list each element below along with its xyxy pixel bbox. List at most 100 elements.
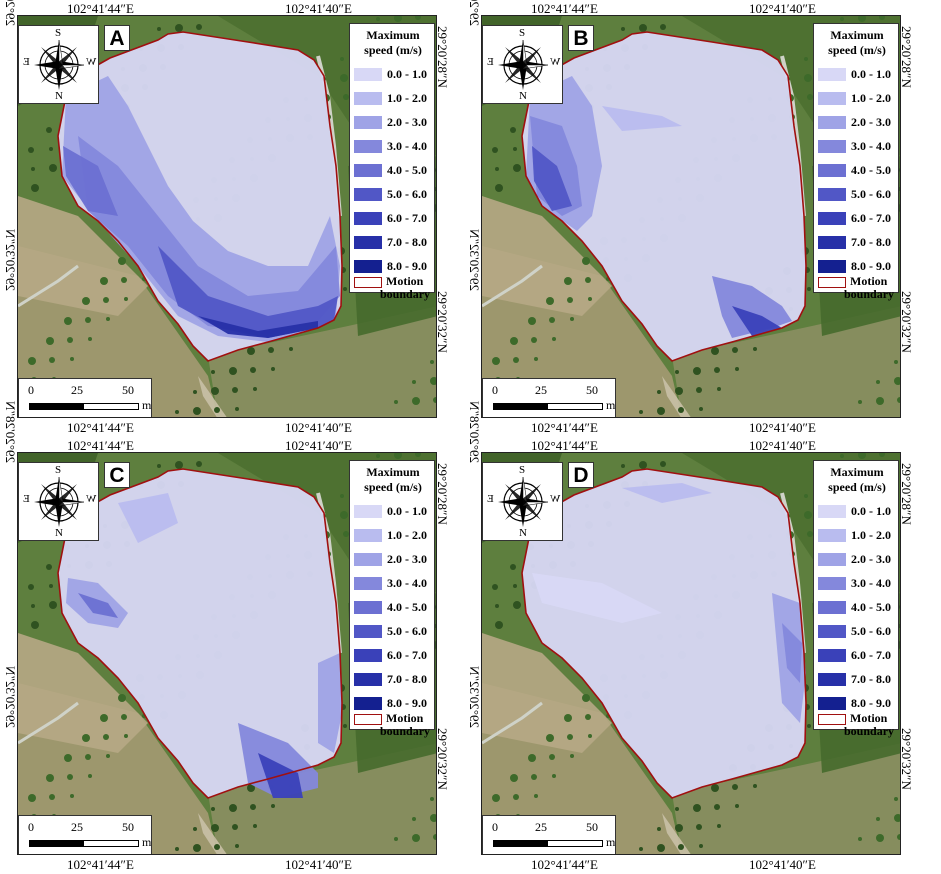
scale-tick-25: 25 (535, 820, 547, 834)
lat-label-left-lower: 29°20′32″N (467, 229, 482, 291)
speed-zone (622, 483, 712, 503)
panel-label: B (568, 25, 594, 51)
speed-zone (532, 573, 662, 623)
boundary-swatch (818, 714, 846, 725)
legend-item: 5.0 - 6.0 (354, 624, 434, 639)
legend-item-label: 0.0 - 1.0 (851, 504, 891, 518)
scale-bar-graphic (29, 403, 139, 410)
lon-label-bottom-right: 102°41′40″E (749, 420, 816, 435)
compass-south-label: S (55, 464, 62, 476)
legend-item: 7.0 - 8.0 (818, 235, 898, 250)
scale-tick-50: 50 (122, 383, 134, 397)
scale-unit: m (142, 835, 152, 849)
legend-item-label: 4.0 - 5.0 (851, 163, 891, 177)
lon-label-top-right: 102°41′40″E (749, 438, 816, 453)
speed-zone (532, 146, 572, 211)
legend-item-label: 3.0 - 4.0 (851, 139, 891, 153)
scale-unit: m (142, 398, 152, 412)
compass-north-label: N (519, 527, 527, 539)
legend: Maximum speed (m/s) 0.0 - 1.0 1.0 - 2.0 … (813, 23, 899, 301)
legend-swatch (354, 553, 382, 566)
legend-swatch (818, 188, 846, 201)
legend-item-label: 6.0 - 7.0 (387, 648, 427, 662)
legend-item-label: 3.0 - 4.0 (387, 139, 427, 153)
boundary-swatch (818, 277, 846, 288)
legend: Maximum speed (m/s) 0.0 - 1.0 1.0 - 2.0 … (349, 460, 435, 738)
map-panel-a: 102°41′44″E 102°41′40″E 102°41′44″E 102°… (3, 0, 455, 437)
legend-item-label: 1.0 - 2.0 (851, 91, 891, 105)
lon-label-bottom-left: 102°41′44″E (531, 857, 598, 872)
legend-item-label: 7.0 - 8.0 (387, 235, 427, 249)
motion-boundary (521, 31, 807, 362)
legend-swatch (354, 625, 382, 638)
boundary-label-line1: Motion (850, 274, 888, 288)
lat-label-right-lower: 29°20′32″N (899, 728, 914, 790)
lon-label-top-left: 102°41′44″E (67, 438, 134, 453)
max-speed-field (57, 31, 343, 362)
legend-swatch (818, 697, 846, 710)
speed-zone (118, 493, 178, 543)
legend-swatch (354, 236, 382, 249)
compass-rose-icon (34, 476, 85, 527)
legend-swatch (818, 260, 846, 273)
panel-label: A (104, 25, 130, 51)
legend-item: 8.0 - 9.0 (818, 259, 898, 274)
legend-item-label: 3.0 - 4.0 (851, 576, 891, 590)
motion-boundary (57, 31, 343, 362)
compass-south-label: S (519, 27, 526, 39)
map-frame: S N E W D Maximum speed (m/s) (481, 452, 901, 855)
lon-label-bottom-left: 102°41′44″E (67, 420, 134, 435)
legend-item: 1.0 - 2.0 (818, 528, 898, 543)
scale-bar: 0 25 50 m (18, 815, 152, 854)
legend-item: 6.0 - 7.0 (818, 648, 898, 663)
legend: Maximum speed (m/s) 0.0 - 1.0 1.0 - 2.0 … (349, 23, 435, 301)
legend-item-label: 8.0 - 9.0 (851, 259, 891, 273)
legend-swatch (818, 577, 846, 590)
speed-zone (63, 146, 118, 216)
legend-item: 3.0 - 4.0 (818, 576, 898, 591)
boundary-label-line2: boundary (380, 724, 431, 738)
legend-item: 8.0 - 9.0 (818, 696, 898, 711)
lon-label-top-right: 102°41′40″E (749, 1, 816, 16)
legend-item: 7.0 - 8.0 (818, 672, 898, 687)
lat-label-right-upper: 29°20′28″N (435, 26, 450, 88)
legend-item-label: 7.0 - 8.0 (851, 672, 891, 686)
legend-swatch (818, 673, 846, 686)
lon-label-top-left: 102°41′44″E (531, 1, 598, 16)
legend-item-label: 2.0 - 3.0 (851, 552, 891, 566)
legend-item-label: 2.0 - 3.0 (387, 552, 427, 566)
legend-swatch (818, 505, 846, 518)
legend-swatch (818, 68, 846, 81)
scale-tick-0: 0 (28, 820, 34, 834)
legend-title-line1: Maximum (366, 28, 420, 42)
scale-bar: 0 25 50 m (18, 378, 152, 417)
motion-boundary (57, 468, 343, 799)
lat-label-left-lower: 29°20′32″N (3, 229, 18, 291)
legend-item: 4.0 - 5.0 (818, 163, 898, 178)
legend-title-line1: Maximum (830, 28, 884, 42)
legend-item-label: 0.0 - 1.0 (851, 67, 891, 81)
speed-zone (602, 106, 682, 131)
legend-item-label: 4.0 - 5.0 (387, 163, 427, 177)
legend-swatch (354, 673, 382, 686)
speed-zone (318, 653, 342, 753)
compass-south-label: S (519, 464, 526, 476)
legend-item: 1.0 - 2.0 (354, 528, 434, 543)
legend-item: 4.0 - 5.0 (354, 163, 434, 178)
map-panel-c: 102°41′44″E 102°41′40″E 102°41′44″E 102°… (3, 401, 455, 874)
legend-item-label: 2.0 - 3.0 (387, 115, 427, 129)
lat-label-left-upper: 29°20′28″N (3, 401, 18, 463)
compass-north-label: N (519, 90, 527, 102)
legend-item-label: 4.0 - 5.0 (387, 600, 427, 614)
speed-zone (158, 246, 338, 338)
lat-label-right-lower: 29°20′32″N (899, 291, 914, 353)
legend-item-label: 8.0 - 9.0 (387, 259, 427, 273)
legend-item-label: 5.0 - 6.0 (851, 624, 891, 638)
legend-item: 5.0 - 6.0 (818, 187, 898, 202)
legend-item-label: 1.0 - 2.0 (387, 528, 427, 542)
lat-label-right-upper: 29°20′28″N (899, 26, 914, 88)
max-speed-field (57, 468, 343, 799)
legend-item: 0.0 - 1.0 (818, 67, 898, 82)
legend-swatch (354, 529, 382, 542)
lat-label-left-lower: 29°20′32″N (3, 666, 18, 728)
